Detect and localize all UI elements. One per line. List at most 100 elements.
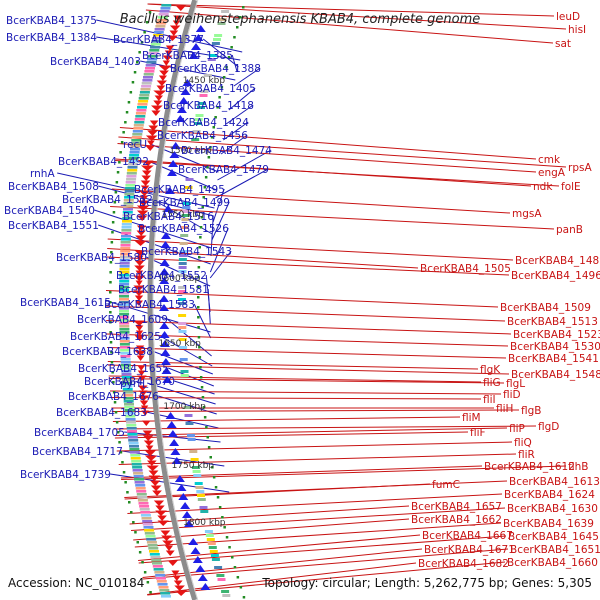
- cog-color-segment: [135, 115, 146, 118]
- scale-tick-dot: [197, 306, 200, 309]
- cog-color-segment: [120, 355, 131, 358]
- scale-tick-dot: [198, 356, 202, 359]
- forward-gene-arrow: [163, 205, 174, 212]
- scale-tick-dot: [143, 571, 147, 574]
- cog-color-segment: [150, 556, 161, 559]
- cog-color-segment: [137, 496, 148, 499]
- cog-color-segment-inner: [207, 542, 216, 545]
- cog-color-segment: [122, 388, 133, 391]
- reverse-gene-label: BcerKBAB4_1523: [513, 329, 600, 341]
- reverse-gene-label: BcerKBAB4_1613: [509, 476, 600, 488]
- reverse-label-leader: [120, 465, 483, 479]
- cog-color-segment: [138, 100, 149, 103]
- cog-color-segment: [129, 451, 140, 454]
- cog-color-segment: [122, 379, 132, 382]
- forward-gene-label: BcerKBAB4_1375: [6, 15, 97, 27]
- cog-color-segment-inner: [209, 550, 218, 553]
- forward-gene-arrow: [195, 565, 206, 572]
- reverse-gene-label: cmk: [538, 154, 561, 166]
- reverse-gene-arrow: [135, 280, 143, 286]
- scale-tick-dot: [207, 156, 211, 159]
- cog-color-segment: [133, 124, 144, 127]
- cog-color-segment: [126, 424, 137, 427]
- reverse-label-leader: [111, 188, 511, 214]
- scale-tick-dot: [225, 66, 228, 69]
- cog-color-segment: [125, 184, 136, 187]
- reverse-gene-arrow: [138, 190, 151, 196]
- cog-color-segment: [120, 364, 131, 367]
- cog-color-segment: [145, 67, 155, 70]
- cog-color-segment: [160, 7, 171, 10]
- cog-color-segment-inner: [191, 466, 200, 469]
- scale-tick-dot: [116, 171, 120, 174]
- cog-color-segment: [140, 88, 151, 91]
- reverse-gene-arrow: [135, 325, 144, 331]
- forward-gene-label: BcerKBAB4_1543: [141, 246, 232, 258]
- cog-color-segment: [130, 454, 141, 457]
- scale-tick-dot: [109, 261, 113, 264]
- cog-color-segment-inner: [211, 558, 220, 561]
- cog-color-segment: [150, 43, 161, 46]
- cog-color-segment: [121, 232, 132, 235]
- forward-gene-label: BcerKBAB4_1625: [70, 331, 161, 343]
- reverse-gene-arrow: [136, 225, 147, 231]
- scale-tick-dot: [111, 231, 114, 234]
- cog-color-segment: [120, 247, 131, 250]
- cog-color-segment: [132, 133, 143, 136]
- forward-gene-arrow: [197, 574, 208, 581]
- cog-color-segment: [132, 130, 143, 133]
- cog-color-segment: [147, 544, 158, 547]
- scale-tick-dot: [118, 441, 121, 444]
- reverse-label-leader: [107, 361, 479, 370]
- reverse-label-leader: [147, 3, 567, 30]
- cog-color-segment: [140, 514, 151, 517]
- cog-color-segment: [119, 343, 130, 346]
- cog-color-segment-inner: [192, 470, 201, 473]
- cog-color-segment: [136, 493, 147, 496]
- cog-color-segment: [135, 484, 146, 487]
- cog-color-segment: [133, 127, 144, 130]
- reverse-gene-label: flgB: [521, 405, 541, 417]
- reverse-gene-arrow: [167, 35, 178, 41]
- cog-color-segment-inner: [217, 22, 226, 25]
- reverse-label-leader: [109, 390, 502, 395]
- forward-label-leader: [217, 149, 272, 181]
- reverse-gene-label: BcerKBAB4_1548: [511, 369, 600, 381]
- reverse-gene-arrow: [135, 330, 144, 336]
- cog-color-segment: [146, 538, 157, 541]
- reverse-gene-arrow: [172, 575, 181, 581]
- forward-gene-label: BcerKBAB4_1739: [20, 469, 111, 481]
- reverse-label-leader: [108, 378, 505, 384]
- cog-color-segment: [146, 61, 157, 64]
- forward-label-leader: [209, 227, 229, 273]
- reverse-gene-arrow: [158, 65, 172, 71]
- cog-color-segment-inner: [197, 498, 206, 501]
- scale-tick-dot: [197, 336, 201, 339]
- cog-color-segment: [139, 508, 150, 511]
- scale-tick-dot: [111, 371, 114, 374]
- reverse-label-leader: [124, 480, 508, 498]
- cog-color-segment-inner: [178, 258, 187, 261]
- scale-tick-dot: [110, 361, 114, 364]
- reverse-gene-arrow: [140, 185, 150, 191]
- reverse-label-leader: [107, 238, 514, 261]
- kbp-tick-label: 1650 kbp: [158, 339, 201, 349]
- reverse-label-leader: [105, 305, 506, 322]
- cog-color-segment: [133, 472, 144, 475]
- scale-tick-dot: [115, 181, 119, 184]
- reverse-gene-arrow: [173, 580, 183, 586]
- cog-color-segment-inner: [178, 266, 187, 269]
- forward-label-leader: [140, 60, 236, 81]
- forward-gene-arrow: [178, 493, 189, 500]
- reverse-gene-label: BcerKBAB4_1657: [411, 501, 502, 513]
- scale-tick-dot: [218, 96, 221, 99]
- cog-color-segment-inner: [194, 122, 202, 125]
- reverse-label-leader: [114, 431, 469, 439]
- scale-tick-dot: [206, 166, 209, 169]
- scale-tick-dot: [197, 296, 200, 299]
- reverse-gene-arrow: [137, 385, 148, 391]
- reverse-gene-arrow: [134, 295, 144, 301]
- scale-tick-dot: [239, 16, 242, 19]
- cog-color-segment-inner: [181, 218, 190, 221]
- scale-tick-dot: [214, 486, 218, 489]
